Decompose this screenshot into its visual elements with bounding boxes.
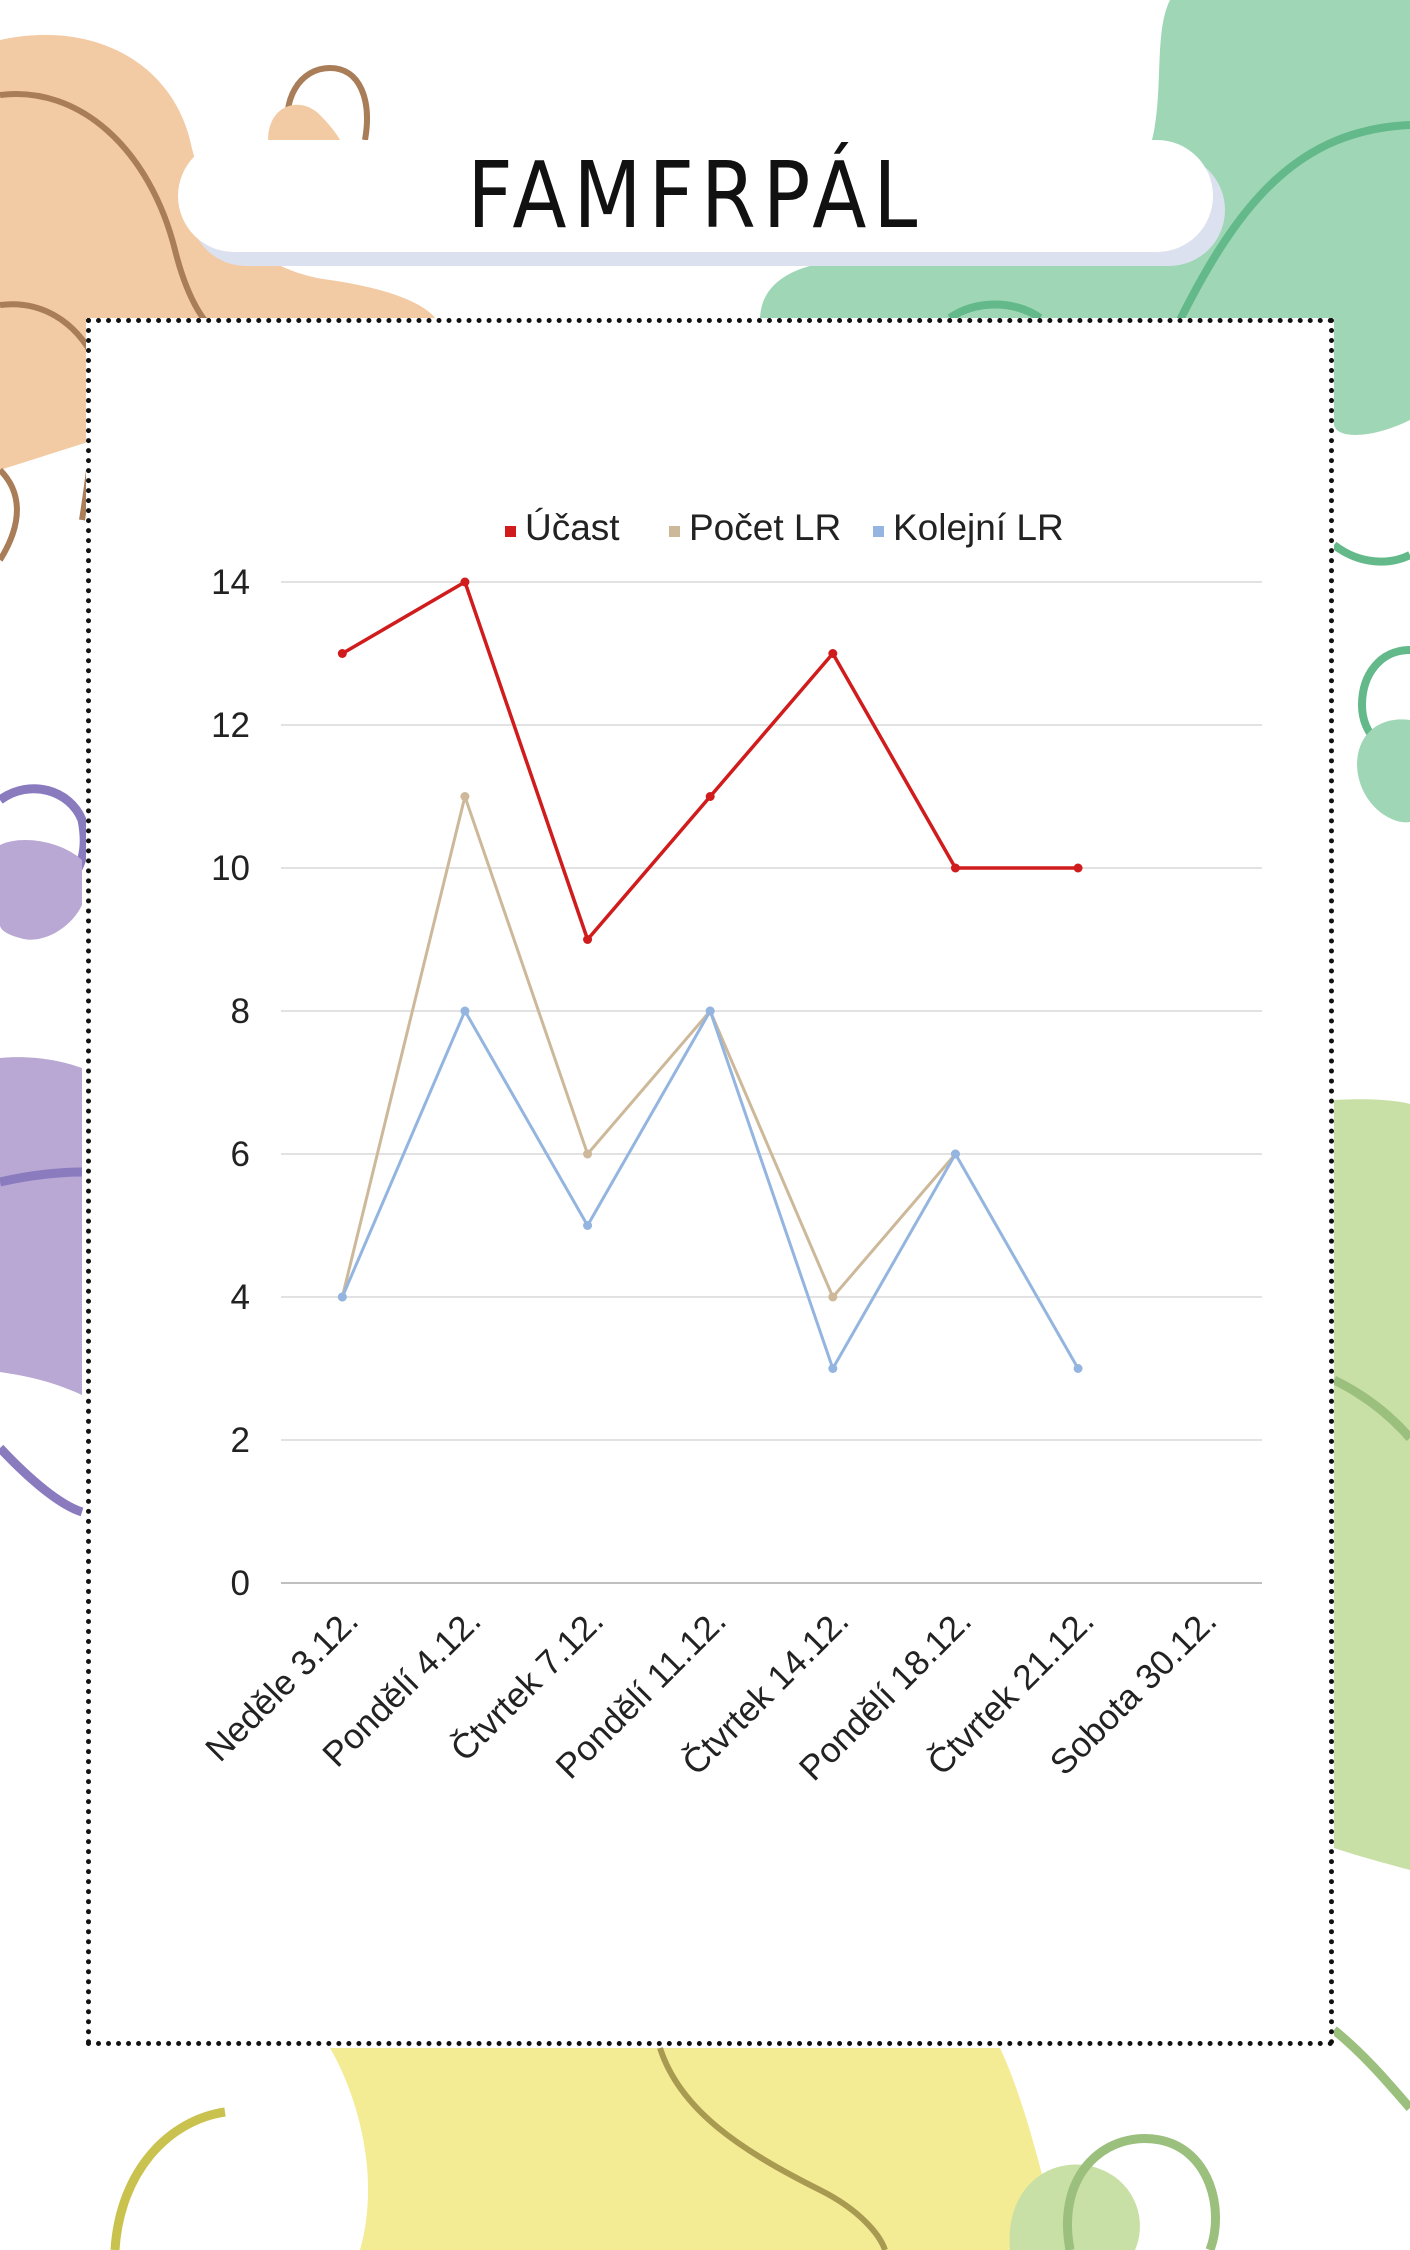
title-banner: FAMFRPÁL <box>178 140 1213 252</box>
page-title: FAMFRPÁL <box>466 142 925 249</box>
data-point <box>337 1292 347 1302</box>
chart-frame <box>86 318 1334 2046</box>
data-point <box>950 863 960 873</box>
olive-curve <box>1332 1375 1410 1441</box>
data-point <box>337 649 347 658</box>
data-point <box>1073 1364 1083 1373</box>
lime-small-blob <box>1009 2164 1140 2250</box>
peach-small-blob <box>268 104 340 140</box>
legend-label: Kolejní LR <box>893 507 1064 548</box>
data-point <box>1073 863 1083 873</box>
purple-curve <box>0 1167 83 1187</box>
lavender-blob <box>0 1057 82 1395</box>
data-point <box>583 935 593 944</box>
data-point <box>705 792 715 801</box>
legend-swatch <box>505 526 516 537</box>
data-point <box>460 1006 470 1016</box>
y-tick-label: 6 <box>231 1135 250 1174</box>
data-point <box>583 1149 593 1159</box>
brown-arc <box>0 467 20 562</box>
mint-small-blob <box>1357 719 1410 823</box>
data-point <box>828 649 838 658</box>
series-line-1 <box>341 580 1079 942</box>
data-point <box>583 1221 593 1230</box>
data-point <box>950 1149 960 1159</box>
y-tick-label: 12 <box>211 706 250 745</box>
y-tick-label: 14 <box>211 563 250 602</box>
olive-curve <box>1331 2026 1410 2111</box>
legend-swatch <box>873 526 884 537</box>
series-line-3 <box>340 1009 1080 1370</box>
olive-ring <box>1063 2134 1221 2250</box>
data-point <box>828 1292 838 1302</box>
y-tick-label: 2 <box>231 1421 250 1460</box>
data-point <box>828 1364 838 1373</box>
legend-swatch <box>669 526 680 537</box>
green-arc <box>1331 541 1410 566</box>
green-curve <box>1176 121 1410 322</box>
legend-label: Účast <box>525 507 620 548</box>
yellow-blob <box>330 2048 1060 2250</box>
brown-curve <box>0 91 217 333</box>
lime-blob <box>1334 1099 1410 1870</box>
y-tick-label: 4 <box>231 1278 250 1317</box>
data-point <box>705 1006 715 1016</box>
green-arc <box>947 300 1043 322</box>
lavender-dot <box>0 840 82 940</box>
purple-curve <box>0 1444 84 1517</box>
series-line-2 <box>340 795 957 1299</box>
y-tick-label: 8 <box>231 992 250 1031</box>
y-tick-label: 0 <box>231 1564 250 1603</box>
data-point <box>460 577 470 587</box>
brown-loop <box>284 64 370 141</box>
data-point <box>460 792 470 801</box>
y-tick-label: 10 <box>211 849 250 888</box>
legend-label: Počet LR <box>689 507 841 548</box>
olive-curve <box>657 2047 888 2250</box>
mustard-curve <box>110 2107 226 2250</box>
